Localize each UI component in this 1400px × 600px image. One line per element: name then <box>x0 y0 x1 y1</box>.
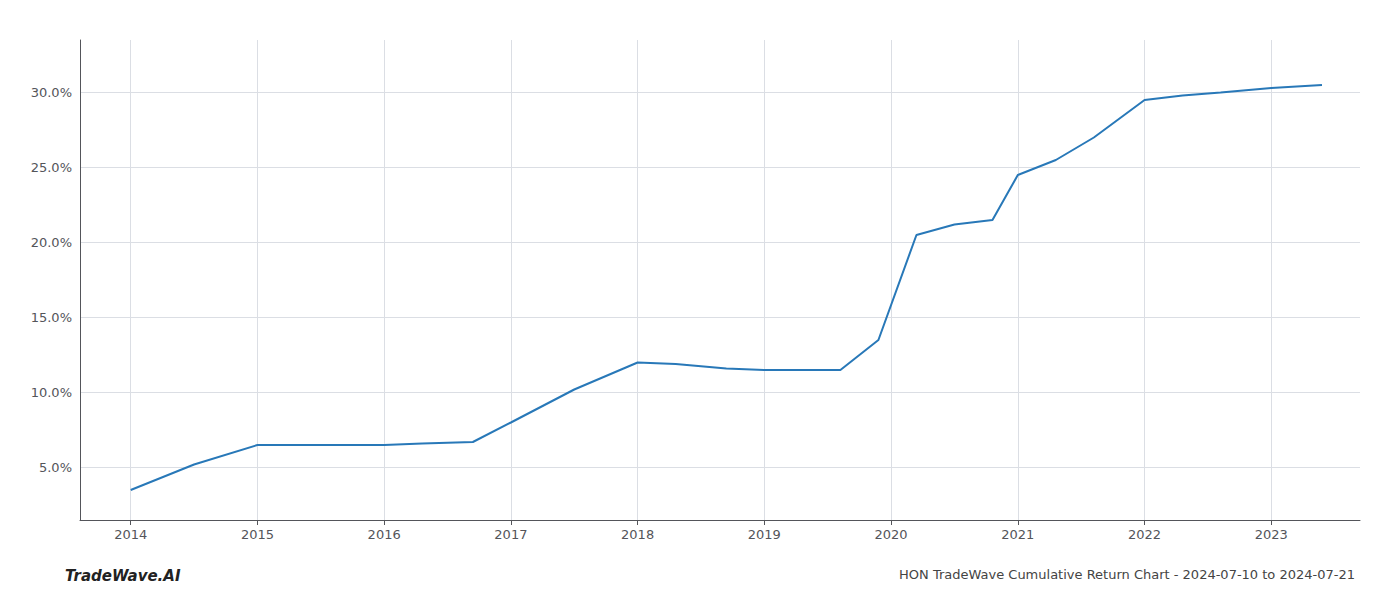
svg-text:2015: 2015 <box>241 527 274 542</box>
svg-text:2022: 2022 <box>1128 527 1161 542</box>
svg-text:10.0%: 10.0% <box>31 385 72 400</box>
svg-text:2018: 2018 <box>621 527 654 542</box>
svg-text:TradeWave.AI: TradeWave.AI <box>65 567 181 585</box>
svg-text:2019: 2019 <box>748 527 781 542</box>
svg-text:2017: 2017 <box>494 527 527 542</box>
svg-text:15.0%: 15.0% <box>31 310 72 325</box>
svg-text:2023: 2023 <box>1255 527 1288 542</box>
svg-text:30.0%: 30.0% <box>31 85 72 100</box>
svg-text:2021: 2021 <box>1001 527 1034 542</box>
svg-text:20.0%: 20.0% <box>31 235 72 250</box>
svg-text:2020: 2020 <box>875 527 908 542</box>
svg-text:2016: 2016 <box>368 527 401 542</box>
svg-text:2014: 2014 <box>114 527 147 542</box>
svg-text:HON TradeWave Cumulative Retur: HON TradeWave Cumulative Return Chart - … <box>899 567 1355 582</box>
svg-text:5.0%: 5.0% <box>39 460 72 475</box>
svg-text:25.0%: 25.0% <box>31 160 72 175</box>
